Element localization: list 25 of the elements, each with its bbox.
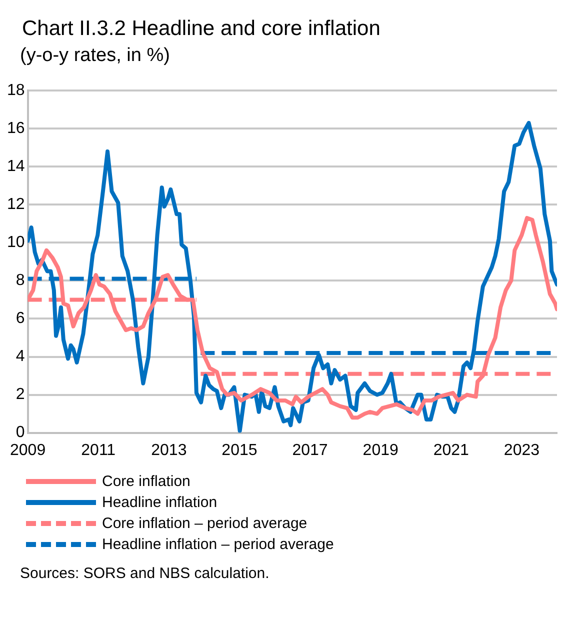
x-tick-label: 2011: [81, 442, 116, 459]
source-note: Sources: SORS and NBS calculation.: [20, 565, 270, 582]
chart-subtitle: (y-o-y rates, in %): [20, 44, 171, 68]
x-tick-label: 2009: [10, 442, 46, 459]
y-tick-label: 0: [16, 424, 25, 442]
legend-label: Core inflation: [102, 473, 190, 490]
x-tick-label: 2023: [504, 442, 540, 459]
x-tick-label: 2019: [362, 442, 398, 459]
y-tick-label: 18: [7, 82, 25, 100]
y-tick-label: 12: [7, 196, 25, 214]
y-tick-label: 4: [16, 348, 25, 366]
y-tick-label: 10: [7, 234, 25, 252]
y-tick-label: 16: [7, 120, 25, 138]
y-tick-label: 2: [16, 386, 25, 404]
x-tick-label: 2017: [292, 442, 328, 459]
legend-label: Headline inflation: [102, 494, 218, 511]
chart-title: Chart II.3.2 Headline and core inflation: [22, 16, 382, 42]
x-tick-label: 2013: [151, 442, 187, 459]
y-tick-label: 8: [16, 272, 25, 290]
x-tick-label: 2015: [222, 442, 258, 459]
x-tick-label: 2021: [433, 442, 470, 459]
y-tick-label: 14: [7, 158, 25, 176]
y-tick-label: 6: [16, 310, 25, 328]
legend-label: Headline inflation – period average: [102, 536, 334, 553]
legend-label: Core inflation – period average: [102, 515, 308, 532]
